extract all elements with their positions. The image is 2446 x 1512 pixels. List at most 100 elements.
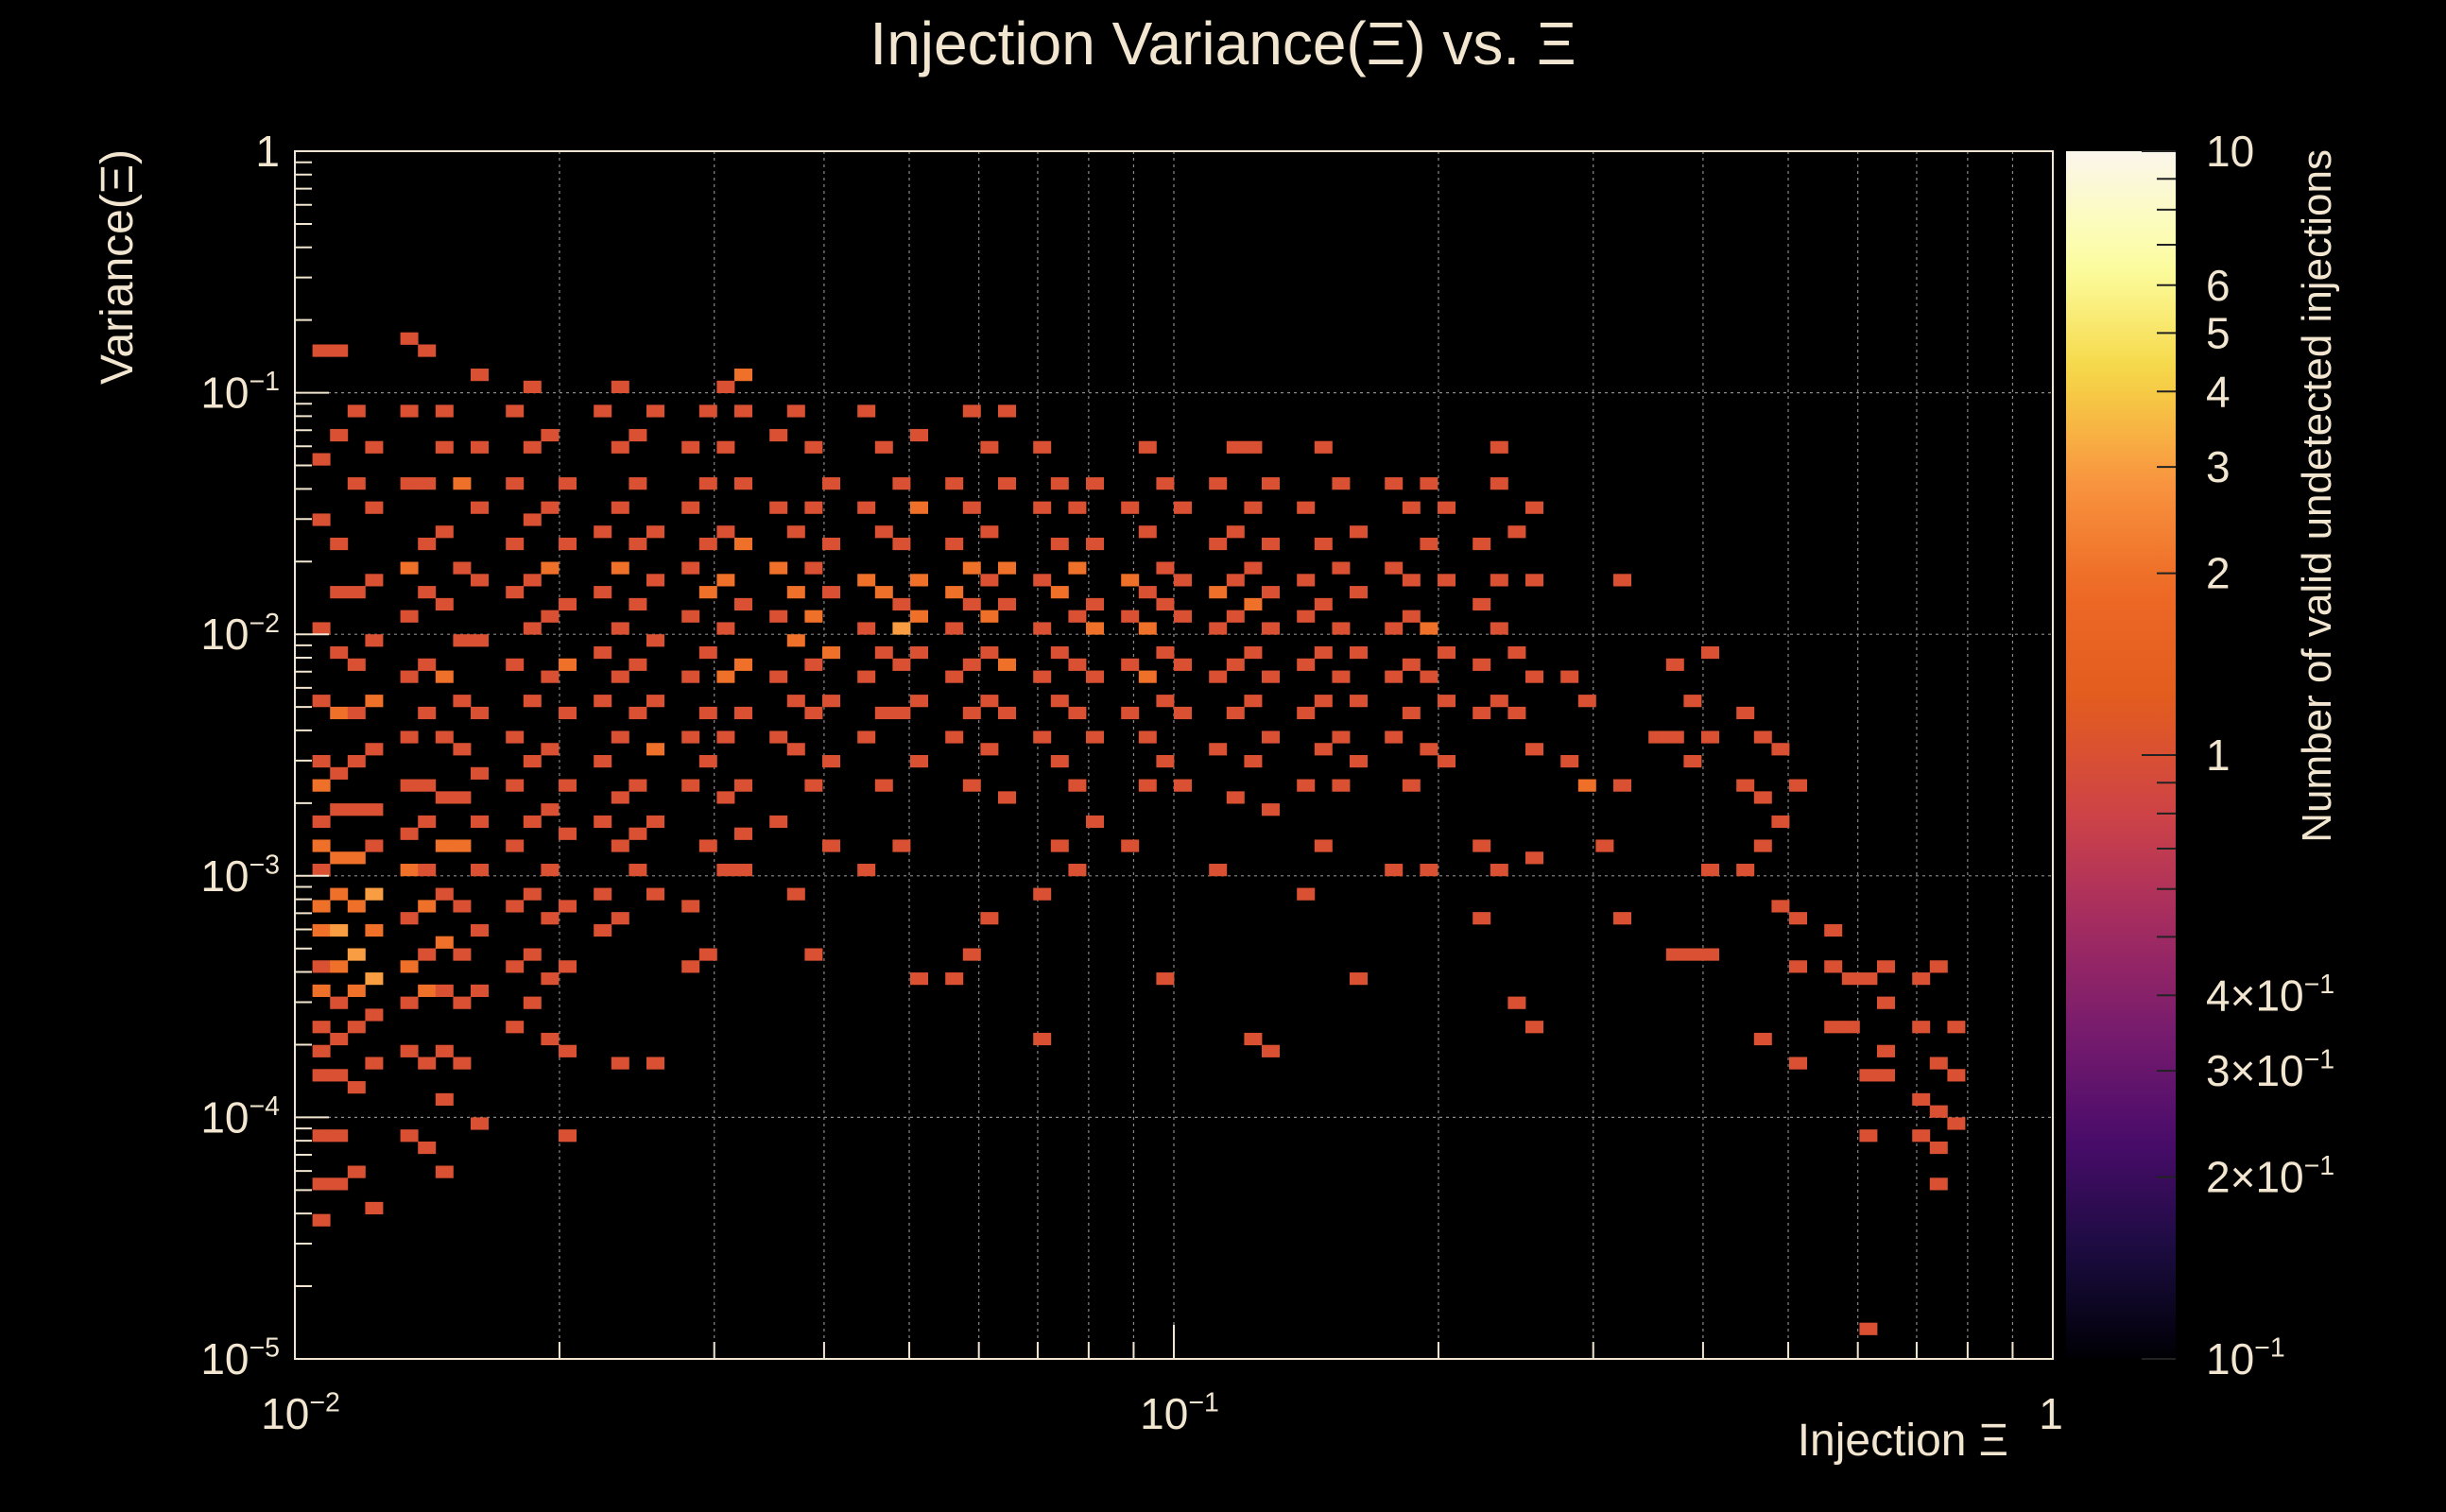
- heatmap-cell: [594, 755, 612, 768]
- heatmap-cell: [506, 404, 525, 418]
- heatmap-cell: [629, 658, 647, 671]
- heatmap-cell: [400, 404, 419, 418]
- heatmap-cell: [857, 622, 876, 635]
- heatmap-cell: [1683, 948, 1702, 961]
- heatmap-cell: [453, 477, 472, 490]
- heatmap-cell: [1859, 1069, 1878, 1082]
- heatmap-cell: [1473, 658, 1491, 671]
- heatmap-cell: [453, 695, 472, 708]
- heatmap-cell: [1226, 658, 1245, 671]
- heatmap-cell: [523, 815, 542, 829]
- heatmap-cell: [365, 634, 384, 647]
- heatmap-cell: [453, 1057, 472, 1070]
- heatmap-cell: [1156, 561, 1175, 575]
- heatmap-cell: [611, 912, 629, 925]
- heatmap-cell: [453, 634, 472, 647]
- heatmap-cell: [629, 477, 647, 490]
- heatmap-cell: [892, 537, 911, 551]
- heatmap-cell: [945, 586, 964, 599]
- heatmap-cell: [698, 706, 717, 720]
- heatmap-cell: [1174, 658, 1192, 671]
- heatmap-cell: [1736, 706, 1755, 720]
- heatmap-cell: [962, 597, 981, 611]
- heatmap-cell: [330, 803, 349, 816]
- heatmap-cell: [629, 779, 647, 792]
- heatmap-cell: [1789, 779, 1807, 792]
- heatmap-cell: [347, 586, 366, 599]
- heatmap-cell: [435, 404, 454, 418]
- heatmap-cell: [857, 864, 876, 877]
- heatmap-cell: [1121, 658, 1140, 671]
- heatmap-cell: [365, 972, 384, 986]
- heatmap-cell: [1877, 996, 1895, 1009]
- heatmap-cell: [471, 923, 489, 937]
- heatmap-cell: [1050, 645, 1069, 660]
- heatmap-cell: [1385, 477, 1404, 490]
- heatmap-cell: [611, 501, 629, 514]
- heatmap-cell: [1033, 670, 1052, 683]
- heatmap-cell: [312, 513, 331, 526]
- y-tick-label: 10−4: [200, 1091, 280, 1142]
- heatmap-cell: [874, 586, 893, 599]
- heatmap-cell: [400, 477, 419, 490]
- heatmap-cell: [365, 1008, 384, 1022]
- heatmap-cell: [1402, 779, 1421, 792]
- heatmap-cell: [1156, 755, 1175, 768]
- heatmap-cell: [559, 827, 577, 840]
- heatmap-cell: [1420, 622, 1438, 635]
- heatmap-cell: [347, 658, 366, 671]
- heatmap-cell: [471, 440, 489, 454]
- heatmap-cell: [1560, 670, 1579, 683]
- heatmap-cell: [1086, 597, 1104, 611]
- heatmap-cell: [418, 1057, 437, 1070]
- heatmap-cell: [418, 984, 437, 997]
- heatmap-cell: [523, 755, 542, 768]
- heatmap-cell: [734, 827, 752, 840]
- heatmap-cell: [980, 574, 999, 587]
- heatmap-cell: [471, 574, 489, 587]
- heatmap-cell: [312, 344, 331, 357]
- heatmap-cell: [1525, 501, 1543, 514]
- heatmap-cell: [559, 537, 577, 551]
- heatmap-cell: [716, 670, 735, 683]
- heatmap-cell: [594, 887, 612, 901]
- heatmap-cell: [400, 960, 419, 973]
- heatmap-cell: [1877, 960, 1895, 973]
- heatmap-cell: [716, 622, 735, 635]
- y-tick-label: 10−5: [200, 1333, 280, 1383]
- colorbar-tick-label: 2×10−1: [2206, 1151, 2334, 1201]
- colorbar-tick-label: 10: [2206, 127, 2254, 176]
- heatmap-cell: [629, 597, 647, 611]
- heatmap-cell: [1929, 960, 1948, 973]
- heatmap-cell: [1648, 730, 1667, 744]
- heatmap-cell: [804, 610, 823, 623]
- heatmap-cell: [1244, 561, 1263, 575]
- x-tick-label: 1: [2039, 1389, 2063, 1438]
- heatmap-cell: [1209, 537, 1228, 551]
- heatmap-cell: [347, 900, 366, 913]
- heatmap-cell: [1490, 622, 1508, 635]
- heatmap-cell: [980, 695, 999, 708]
- heatmap-cell: [541, 670, 560, 683]
- heatmap-cell: [559, 658, 577, 671]
- heatmap-cell: [962, 561, 981, 575]
- heatmap-cell: [1226, 525, 1245, 539]
- heatmap-cell: [1859, 1129, 1878, 1143]
- heatmap-cell: [874, 645, 893, 660]
- heatmap-cell: [523, 948, 542, 961]
- heatmap-cell: [629, 428, 647, 442]
- heatmap-cell: [804, 779, 823, 792]
- heatmap-cell: [435, 887, 454, 901]
- heatmap-cell: [523, 695, 542, 708]
- heatmap-cell: [559, 1129, 577, 1143]
- heatmap-cell: [330, 851, 349, 865]
- heatmap-cell: [716, 730, 735, 744]
- heatmap-cell: [734, 404, 752, 418]
- heatmap-cell: [822, 755, 840, 768]
- heatmap-cell: [945, 622, 964, 635]
- heatmap-cell: [962, 779, 981, 792]
- heatmap-cell: [1525, 1021, 1543, 1034]
- heatmap-cell: [523, 513, 542, 526]
- heatmap-cell: [365, 501, 384, 514]
